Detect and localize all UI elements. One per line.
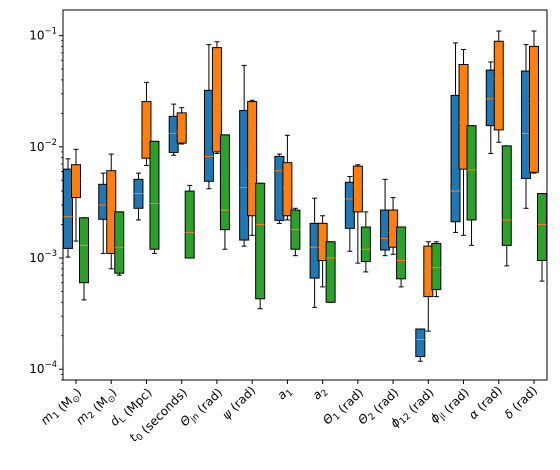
box-3-cat-1 — [79, 217, 89, 301]
category-subscript: 1 — [285, 388, 296, 399]
category-subscript: 1 — [51, 410, 62, 421]
box-iqr — [219, 134, 230, 231]
box-iqr — [255, 182, 266, 300]
box-iqr — [501, 145, 512, 246]
box-iqr — [396, 226, 407, 280]
box-iqr — [493, 40, 504, 131]
category-subscript: 1 — [332, 412, 343, 423]
category-subscript: L — [117, 415, 128, 426]
y-axis: 10−110−210−310−4 — [29, 27, 63, 381]
box-iqr — [71, 164, 81, 199]
y-tick-exponent: −1 — [44, 27, 57, 37]
box-3-cat-12 — [466, 125, 477, 246]
box-iqr — [325, 241, 336, 303]
box-iqr — [114, 211, 125, 274]
y-tick-exponent: −3 — [44, 249, 57, 259]
box-3-cat-4 — [184, 184, 195, 259]
box-2-cat-14 — [529, 30, 539, 174]
box-3-cat-6 — [255, 182, 266, 310]
category-subscript: 0 — [135, 432, 146, 443]
box-2-cat-5 — [211, 41, 222, 155]
box-iqr — [431, 243, 442, 291]
box-iqr — [184, 190, 195, 259]
plot-frame — [62, 9, 548, 381]
box-iqr — [415, 328, 426, 358]
box-3-cat-3 — [149, 140, 160, 254]
box-2-cat-7 — [282, 134, 293, 221]
box-3-cat-8 — [325, 241, 336, 303]
y-tick-label: 10−2 — [29, 138, 57, 154]
category-subscript: 2 — [86, 410, 97, 421]
box-iqr — [537, 193, 547, 262]
box-3-cat-11 — [431, 241, 442, 298]
box-3-cat-9 — [360, 211, 371, 273]
box-iqr — [141, 101, 152, 159]
y-tick-exponent: −4 — [44, 360, 57, 370]
box-2-cat-4 — [176, 107, 187, 145]
y-tick-base: 10 — [29, 140, 44, 154]
box-2-cat-6 — [247, 99, 258, 236]
box-iqr — [529, 45, 539, 173]
y-tick-exponent: −2 — [44, 138, 57, 148]
box-iqr — [149, 140, 160, 250]
box-3-cat-13 — [501, 145, 512, 267]
box-marks — [63, 30, 547, 362]
box-2-cat-3 — [141, 81, 152, 166]
y-tick-label: 10−1 — [29, 27, 57, 43]
box-iqr — [360, 226, 371, 263]
box-iqr — [352, 165, 363, 213]
y-tick-label: 10−3 — [29, 249, 57, 265]
box-3-cat-7 — [290, 207, 301, 257]
category-subscript: jl — [437, 412, 448, 423]
box-2-cat-1 — [71, 148, 81, 242]
y-tick-label: 10−4 — [29, 360, 57, 376]
box-3-cat-10 — [396, 226, 407, 288]
y-tick-base: 10 — [29, 29, 44, 43]
box-iqr — [466, 125, 477, 221]
box-2-cat-13 — [493, 30, 504, 143]
box-iqr — [211, 47, 222, 153]
box-iqr — [247, 101, 258, 217]
category-subscript: 2 — [367, 412, 378, 423]
box-1-cat-3 — [133, 172, 144, 221]
box-2-cat-9 — [352, 164, 363, 264]
box-iqr — [176, 112, 187, 144]
y-tick-base: 10 — [29, 251, 44, 265]
box-2-cat-12 — [458, 49, 469, 236]
box-1-cat-11 — [415, 328, 426, 362]
box-iqr — [79, 217, 89, 284]
box-3-cat-2 — [114, 211, 125, 276]
box-3-cat-5 — [219, 134, 230, 250]
y-tick-base: 10 — [29, 362, 44, 376]
category-subscript: 2 — [320, 388, 331, 399]
box-iqr — [458, 63, 469, 170]
